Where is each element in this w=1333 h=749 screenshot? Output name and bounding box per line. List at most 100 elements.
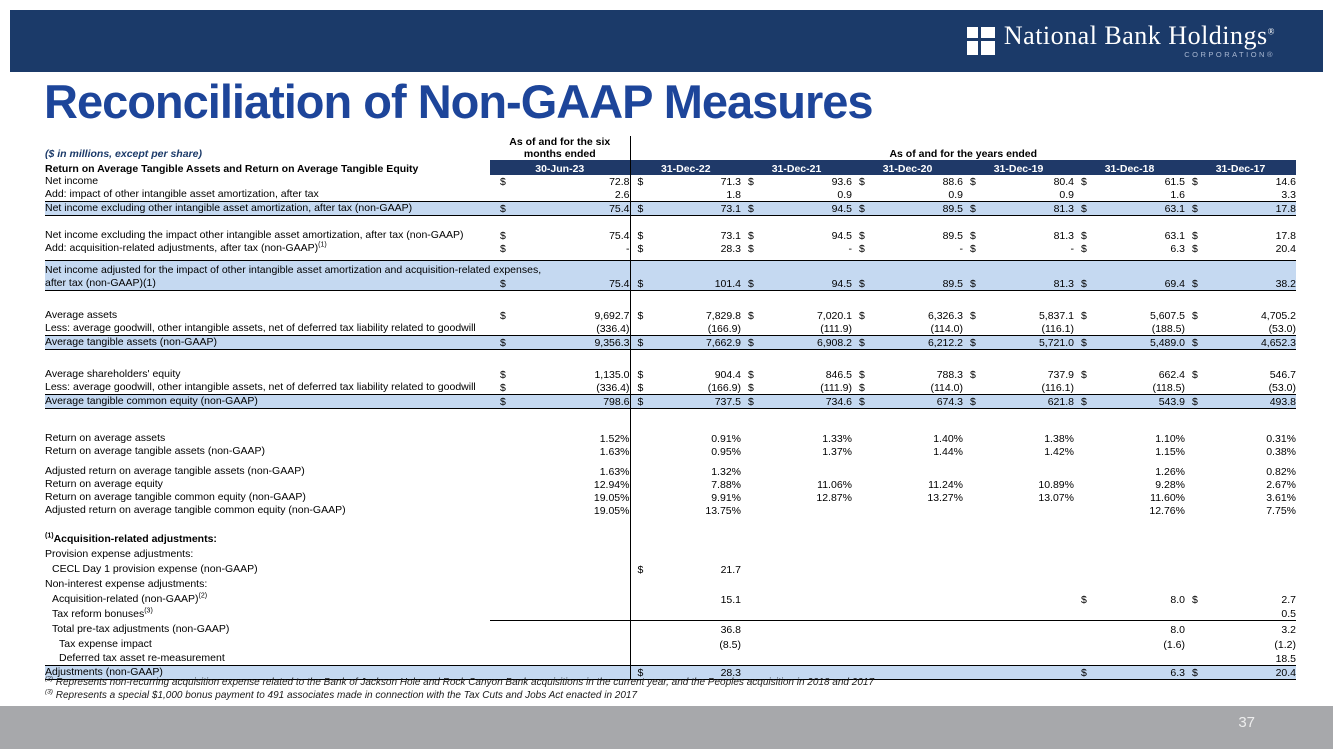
column-header: 31-Dec-20 bbox=[852, 160, 963, 175]
cell bbox=[741, 291, 852, 309]
cell: (116.1) bbox=[1041, 322, 1075, 335]
cell: $7,662.9 bbox=[630, 334, 741, 350]
cell: 13.27% bbox=[927, 491, 963, 504]
cell bbox=[1074, 517, 1185, 531]
cell: (1.6) bbox=[1163, 638, 1185, 651]
cell: 1.10% bbox=[1155, 432, 1185, 445]
cell: 10.89% bbox=[1038, 478, 1074, 491]
cell bbox=[963, 504, 1074, 517]
cell: $5,489.0 bbox=[1074, 334, 1185, 350]
cell: $6,908.2 bbox=[741, 334, 852, 350]
row-label: Average shareholders' equity bbox=[45, 368, 181, 380]
cell bbox=[1074, 349, 1185, 368]
cell bbox=[490, 560, 631, 576]
table-row: Net income $72.8 $71.3 $93.6 $88.6 $80.4 $61.5… bbox=[45, 175, 1296, 188]
cell bbox=[490, 545, 631, 561]
cell: 11.60% bbox=[1150, 491, 1185, 504]
table-row: Total pre-tax adjustments (non-GAAP) 36.8… bbox=[45, 620, 1296, 636]
cell bbox=[1074, 409, 1185, 432]
cell bbox=[630, 651, 741, 666]
column-header: 31-Dec-17 bbox=[1185, 160, 1296, 175]
row-label: Acquisition-related (non-GAAP)(2) bbox=[52, 592, 208, 605]
cell: (116.1) bbox=[1041, 382, 1075, 394]
cell bbox=[630, 531, 741, 546]
cell bbox=[1185, 409, 1296, 432]
logo: National Bank Holdings® CORPORATION® bbox=[966, 23, 1275, 59]
cell bbox=[1185, 216, 1296, 229]
cell bbox=[490, 635, 631, 651]
cell bbox=[852, 546, 963, 561]
cell bbox=[852, 531, 963, 546]
row-label: Average assets bbox=[45, 308, 118, 321]
cell: $788.3 bbox=[859, 369, 963, 381]
cell bbox=[490, 408, 631, 432]
table-row: Add: impact of other intangible asset am… bbox=[45, 188, 1296, 202]
cell bbox=[741, 504, 852, 517]
table-row: CECL Day 1 provision expense (non-GAAP) $… bbox=[45, 560, 1296, 576]
table-row: Less: average goodwill, other intangible… bbox=[45, 381, 1296, 395]
cell: 13.07% bbox=[1038, 491, 1074, 504]
cell: 1.15% bbox=[1155, 445, 1185, 458]
cell: $81.3 bbox=[970, 229, 1074, 242]
column-group-years: As of and for the years ended bbox=[889, 148, 1038, 160]
cell: $493.8 bbox=[1185, 394, 1296, 409]
row-label bbox=[45, 349, 490, 368]
cell bbox=[963, 665, 1074, 680]
cell: $ - bbox=[490, 241, 631, 255]
brand-name: National Bank Holdings bbox=[1003, 21, 1268, 50]
cell: $7,829.8 bbox=[637, 309, 742, 322]
cell bbox=[852, 605, 963, 621]
row-label: Average tangible common equity (non-GAAP… bbox=[45, 394, 490, 409]
spacer-row bbox=[45, 516, 1296, 531]
cell bbox=[852, 576, 963, 591]
row-label: Non-interest expense adjustments: bbox=[45, 577, 208, 590]
table-row: Adjusted return on average tangible asse… bbox=[45, 464, 1296, 478]
column-header: 31-Dec-21 bbox=[741, 160, 852, 175]
table-row: Return on average assets 1.52% 0.91% 1.33% 1… bbox=[45, 431, 1296, 445]
cell bbox=[741, 621, 852, 636]
cell: 0.38% bbox=[1266, 445, 1296, 458]
cell: 18.5 bbox=[1275, 653, 1296, 665]
cell: (166.9) bbox=[707, 322, 741, 335]
cell bbox=[490, 590, 631, 606]
cell: $94.5 bbox=[741, 201, 852, 216]
row-label: Net income excluding other intangible as… bbox=[45, 201, 490, 216]
cell: (8.5) bbox=[719, 638, 741, 651]
cell bbox=[963, 546, 1074, 561]
cell: $73.1 bbox=[637, 229, 742, 242]
cell: 12.94% bbox=[490, 477, 631, 491]
cell bbox=[630, 576, 741, 591]
cell: (53.0) bbox=[1268, 382, 1296, 394]
cell bbox=[963, 517, 1074, 531]
cell bbox=[490, 665, 631, 680]
cell bbox=[490, 290, 631, 309]
cell bbox=[490, 530, 631, 546]
cell: 12.87% bbox=[816, 491, 852, 504]
cell bbox=[852, 636, 963, 651]
cell: 0.91% bbox=[711, 432, 741, 445]
cell bbox=[1185, 349, 1296, 368]
cell bbox=[741, 636, 852, 651]
cell bbox=[963, 465, 1074, 478]
cell: 0.31% bbox=[1266, 432, 1296, 445]
cell bbox=[490, 575, 631, 591]
cell bbox=[1074, 576, 1185, 591]
cell: 1.26% bbox=[1155, 465, 1185, 478]
cell: $ (336.4) bbox=[490, 381, 631, 395]
table-row: (1)Acquisition-related adjustments: bbox=[45, 530, 1296, 546]
logo-text: National Bank Holdings® CORPORATION® bbox=[1004, 23, 1275, 59]
row-label: CECL Day 1 provision expense (non-GAAP) bbox=[52, 562, 258, 575]
row-label: Net income excluding the impact other in… bbox=[45, 228, 464, 241]
cell: 7.88% bbox=[711, 478, 741, 491]
cell: $546.7 bbox=[1192, 369, 1296, 381]
cell: $734.6 bbox=[741, 394, 852, 409]
cell: $904.4 bbox=[637, 369, 742, 381]
cell: $14.6 bbox=[1192, 176, 1296, 188]
cell: 12.76% bbox=[1149, 504, 1185, 517]
cell bbox=[741, 546, 852, 561]
row-label bbox=[45, 517, 490, 531]
footer-bar: 37 bbox=[0, 706, 1333, 749]
cell: 1.33% bbox=[822, 432, 852, 445]
cell bbox=[741, 605, 852, 621]
cell: $81.3 bbox=[963, 201, 1074, 216]
